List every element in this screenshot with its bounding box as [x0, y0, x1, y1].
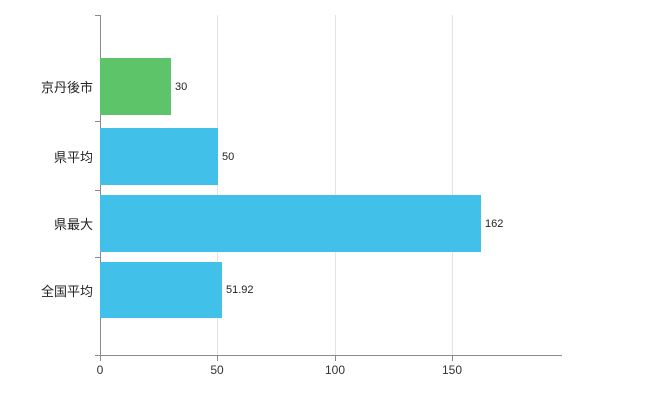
y-axis-tick: [95, 257, 100, 258]
bar-row: 県最大 162: [0, 195, 650, 252]
x-axis-tick-50: [217, 356, 218, 361]
x-tick-label-150: 150: [441, 363, 463, 377]
gridline-50: [217, 15, 218, 355]
gridline-150: [452, 15, 453, 355]
x-axis-tick-0: [100, 356, 101, 361]
x-axis-tick-100: [335, 356, 336, 361]
bar-pref-average: [100, 128, 218, 185]
value-label: 50: [222, 150, 235, 163]
category-label: 京丹後市: [40, 80, 93, 95]
value-label: 162: [485, 217, 504, 230]
category-label: 全国平均: [40, 283, 93, 299]
x-axis-tick-150: [452, 356, 453, 361]
x-tick-label-0: 0: [96, 363, 104, 377]
category-label: 県平均: [53, 150, 93, 165]
bar-row: 京丹後市 30: [0, 58, 650, 115]
value-label: 51.92: [226, 284, 254, 296]
bar-national-average: [100, 262, 222, 318]
y-axis-tick: [95, 15, 100, 16]
x-tick-label-50: 50: [210, 363, 224, 377]
bar-kyotango: [100, 58, 171, 115]
y-axis-line: [100, 15, 101, 355]
value-label: 30: [175, 80, 188, 93]
y-axis-tick: [95, 190, 100, 191]
category-label: 県最大: [53, 217, 93, 232]
x-tick-label-100: 100: [324, 363, 346, 377]
bar-row: 全国平均 51.92: [0, 262, 650, 318]
bar-row: 県平均 50: [0, 128, 650, 185]
gridline-100: [335, 15, 336, 355]
y-axis-tick: [95, 355, 100, 356]
bar-pref-max: [100, 195, 481, 252]
y-axis-tick: [95, 121, 100, 122]
x-axis-line: [100, 355, 562, 356]
